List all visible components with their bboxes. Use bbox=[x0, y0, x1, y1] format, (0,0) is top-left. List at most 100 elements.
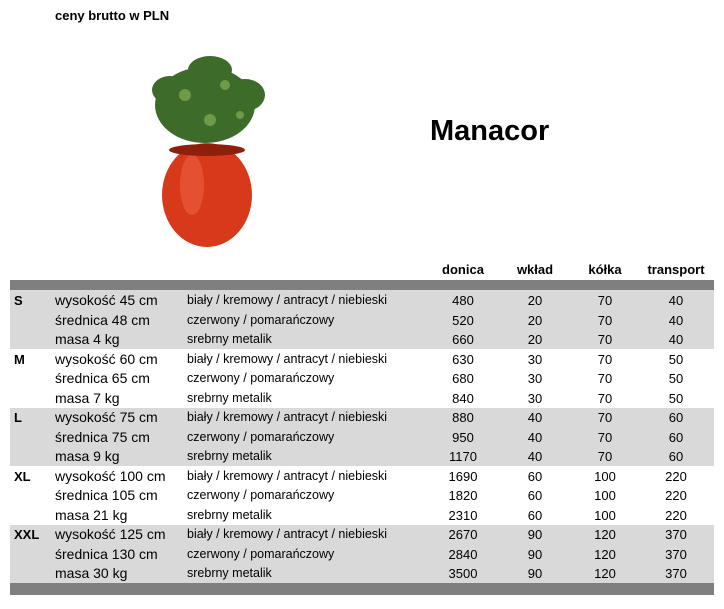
separator bbox=[10, 407, 714, 409]
price: 100 bbox=[594, 488, 616, 504]
size-label: XXL bbox=[14, 527, 40, 543]
price: 20 bbox=[527, 332, 543, 347]
price: 1820 bbox=[448, 488, 478, 504]
color-option: biały / kremowy / antracyt / niebieski bbox=[187, 293, 388, 307]
price: 60 bbox=[527, 468, 543, 484]
color-option: czerwony / pomarańczowy bbox=[187, 546, 335, 561]
price: 880 bbox=[452, 410, 474, 426]
price: 370 bbox=[665, 527, 687, 543]
color-option: srebrny metalik bbox=[187, 566, 272, 581]
spec: masa 4 kg bbox=[55, 331, 120, 347]
price: 60 bbox=[668, 449, 684, 465]
price: 520 bbox=[452, 312, 474, 328]
price: 50 bbox=[668, 390, 684, 406]
spec: wysokość 100 cm bbox=[55, 467, 166, 484]
price: 50 bbox=[668, 351, 684, 367]
price: 70 bbox=[597, 351, 613, 367]
header-bar bbox=[10, 280, 714, 290]
spec: wysokość 75 cm bbox=[55, 409, 158, 426]
price: 70 bbox=[597, 293, 613, 308]
price: 120 bbox=[594, 566, 616, 582]
size-label: S bbox=[14, 293, 23, 308]
price: 40 bbox=[527, 410, 543, 426]
group-band bbox=[10, 465, 714, 525]
color-option: srebrny metalik bbox=[187, 507, 272, 522]
color-option: srebrny metalik bbox=[187, 390, 272, 405]
price: 30 bbox=[527, 390, 543, 406]
price: 70 bbox=[597, 312, 613, 328]
price: 70 bbox=[597, 449, 613, 465]
column-header: kółka bbox=[588, 262, 622, 277]
color-option: biały / kremowy / antracyt / niebieski bbox=[187, 527, 388, 542]
price: 50 bbox=[668, 371, 684, 387]
price: 1690 bbox=[448, 468, 478, 484]
size-label: XL bbox=[14, 468, 31, 484]
price: 2670 bbox=[448, 527, 478, 543]
price: 220 bbox=[665, 468, 687, 484]
price: 20 bbox=[527, 312, 543, 328]
price: 70 bbox=[597, 332, 613, 347]
price: 40 bbox=[527, 429, 543, 445]
price: 120 bbox=[594, 527, 616, 543]
price: 1170 bbox=[449, 449, 477, 465]
spec: masa 7 kg bbox=[55, 389, 120, 406]
price: 60 bbox=[527, 507, 543, 523]
price: 660 bbox=[452, 332, 474, 347]
price: 60 bbox=[668, 410, 684, 426]
color-option: srebrny metalik bbox=[187, 332, 272, 346]
column-header: wkład bbox=[516, 262, 554, 277]
price: 100 bbox=[594, 468, 616, 484]
price: 40 bbox=[527, 449, 543, 465]
price: 90 bbox=[527, 527, 543, 543]
color-option: czerwony / pomarańczowy bbox=[187, 488, 335, 503]
color-option: srebrny metalik bbox=[187, 449, 272, 464]
price: 630 bbox=[452, 351, 474, 367]
price: 60 bbox=[527, 488, 543, 504]
price: 220 bbox=[665, 507, 687, 523]
price: 2840 bbox=[448, 546, 478, 562]
title: Manacor bbox=[430, 115, 550, 147]
price: 370 bbox=[665, 566, 687, 582]
group-band bbox=[10, 407, 714, 466]
color-option: biały / kremowy / antracyt / niebieski bbox=[187, 351, 388, 366]
separator bbox=[10, 348, 714, 350]
price: 840 bbox=[452, 390, 474, 406]
spec: średnica 130 cm bbox=[55, 545, 158, 562]
note: ceny brutto w PLN bbox=[55, 8, 170, 23]
price: 20 bbox=[527, 293, 543, 308]
price: 70 bbox=[597, 371, 613, 387]
price: 40 bbox=[668, 312, 684, 328]
group-band bbox=[10, 290, 714, 349]
group-band bbox=[10, 348, 714, 408]
price: 480 bbox=[452, 293, 474, 308]
spec: wysokość 60 cm bbox=[55, 350, 158, 367]
separator bbox=[10, 524, 714, 526]
price: 680 bbox=[452, 371, 474, 387]
spec: masa 30 kg bbox=[55, 565, 128, 582]
spec: średnica 75 cm bbox=[55, 428, 150, 445]
color-option: czerwony / pomarańczowy bbox=[187, 371, 335, 386]
price: 220 bbox=[665, 488, 687, 504]
color-option: czerwony / pomarańczowy bbox=[187, 429, 335, 444]
price: 40 bbox=[668, 332, 684, 347]
footer-bar bbox=[10, 583, 714, 595]
size-label: M bbox=[14, 351, 25, 367]
price: 370 bbox=[665, 546, 687, 562]
price: 90 bbox=[527, 566, 543, 582]
price: 30 bbox=[527, 371, 543, 387]
color-option: biały / kremowy / antracyt / niebieski bbox=[187, 468, 388, 483]
size-label: L bbox=[14, 410, 22, 426]
color-option: czerwony / pomarańczowy bbox=[187, 312, 335, 327]
price: 40 bbox=[668, 293, 684, 308]
separator bbox=[10, 465, 714, 467]
price: 70 bbox=[597, 429, 613, 445]
price: 70 bbox=[597, 410, 613, 426]
group-band bbox=[10, 524, 714, 583]
price: 30 bbox=[527, 351, 543, 367]
spec: średnica 65 cm bbox=[55, 370, 150, 387]
spec: wysokość 45 cm bbox=[55, 292, 158, 308]
column-header: transport bbox=[647, 262, 705, 277]
plant-image bbox=[152, 56, 265, 247]
price: 70 bbox=[597, 390, 613, 406]
